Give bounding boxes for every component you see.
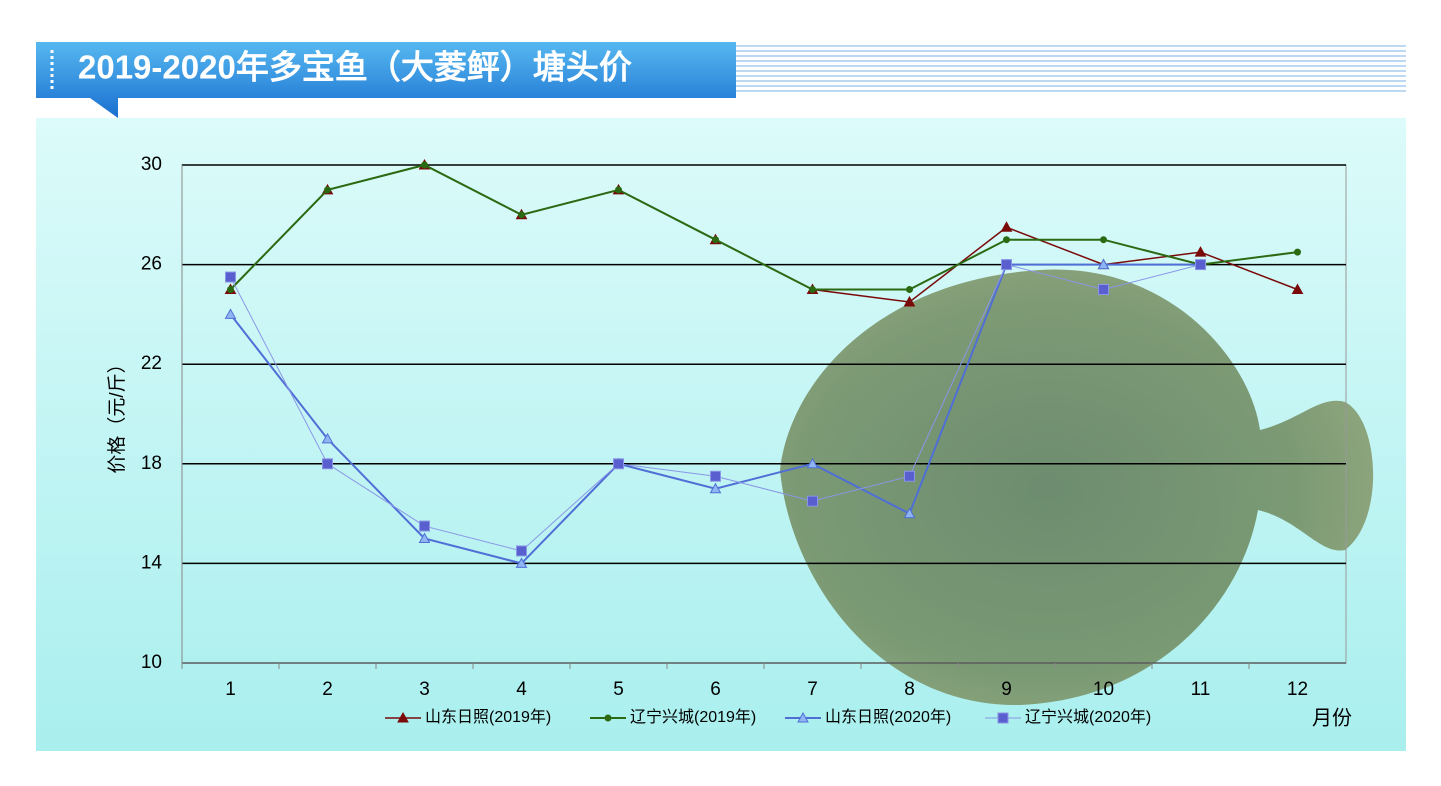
y-axis-title: 价格（元/斤） (106, 354, 128, 473)
fish-image (780, 269, 1374, 706)
data-point (1098, 284, 1109, 295)
x-tick-label: 10 (1093, 679, 1114, 700)
data-point (903, 295, 916, 307)
data-point (224, 308, 237, 319)
x-axis-title: 月份 (1312, 706, 1352, 729)
data-point (227, 286, 234, 293)
data-point (807, 495, 818, 507)
data-point (809, 286, 816, 293)
x-tick-label: 6 (710, 679, 721, 700)
y-tick-label: 26 (141, 254, 162, 275)
data-point (225, 271, 236, 283)
legend-marker (604, 714, 612, 722)
data-point (906, 286, 913, 293)
data-point (806, 457, 819, 469)
data-point (709, 482, 722, 494)
data-point (324, 186, 331, 194)
y-tick-label: 14 (141, 552, 163, 573)
legend-label: 山东日照(2020年) (825, 708, 951, 726)
data-point (322, 458, 333, 470)
chart-title: 2019-2020年多宝鱼（大菱鲆）塘头价 (78, 49, 632, 86)
legend-label: 山东日照(2019年) (425, 708, 551, 726)
y-tick-label: 10 (141, 652, 162, 673)
data-point (321, 432, 334, 444)
data-point (1195, 259, 1206, 271)
data-point (1001, 259, 1012, 271)
x-tick-label: 2 (322, 679, 333, 700)
data-point (1100, 236, 1107, 244)
legend-label: 辽宁兴城(2020年) (1025, 708, 1151, 726)
data-point (515, 557, 528, 568)
data-point (1291, 283, 1304, 294)
x-tick-label: 5 (613, 679, 624, 700)
data-point (421, 161, 428, 169)
data-point (518, 211, 525, 219)
legend-marker (397, 711, 409, 723)
data-point (1194, 246, 1207, 257)
data-point (903, 507, 916, 519)
data-point (1294, 248, 1301, 256)
y-tick-label: 30 (141, 154, 162, 175)
x-tick-label: 11 (1191, 679, 1211, 700)
data-point (418, 532, 431, 543)
data-point (615, 186, 622, 194)
x-tick-label: 7 (807, 679, 818, 700)
data-point (516, 545, 527, 557)
data-point (1003, 236, 1010, 244)
title-banner (36, 42, 736, 118)
data-point (710, 470, 721, 482)
y-tick-label: 18 (141, 453, 162, 474)
x-tick-label: 9 (1001, 679, 1012, 700)
x-tick-label: 3 (419, 679, 430, 700)
series-line (229, 163, 1298, 291)
y-tick-label: 22 (141, 353, 162, 374)
x-tick-label: 1 (225, 679, 236, 700)
data-point (1000, 221, 1013, 232)
data-point (419, 520, 430, 532)
data-point (1097, 258, 1110, 270)
data-point (904, 470, 915, 482)
x-tick-label: 8 (904, 679, 915, 700)
legend-marker (997, 712, 1009, 724)
banner-stripes (736, 44, 1406, 94)
x-tick-label: 4 (516, 679, 527, 700)
legend-label: 辽宁兴城(2019年) (630, 708, 756, 726)
x-tick-label: 12 (1287, 679, 1308, 700)
data-point (712, 236, 719, 244)
data-point (613, 458, 624, 470)
legend-marker (797, 711, 809, 723)
